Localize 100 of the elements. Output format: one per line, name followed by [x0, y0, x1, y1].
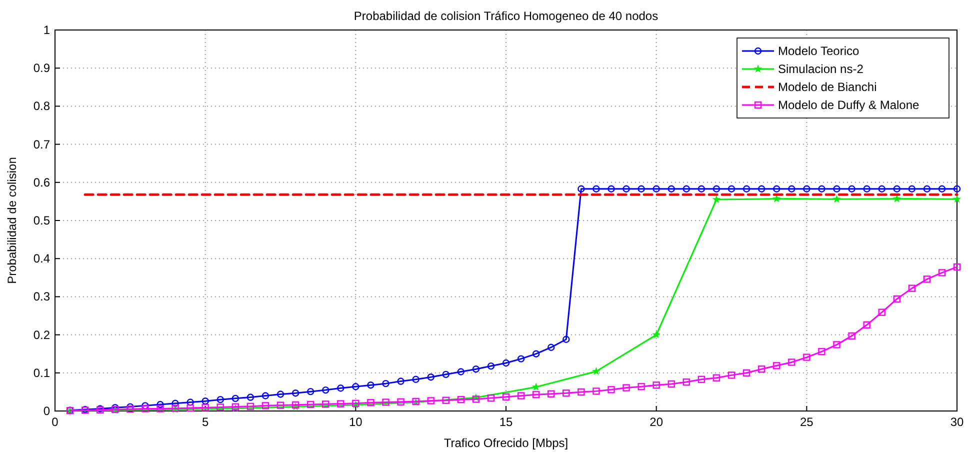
point	[938, 269, 946, 276]
chart-title: Probabilidad de colision Tráfico Homogeneo de 40 nodos	[354, 9, 658, 23]
y-axis-title: Probabilidad de colision	[5, 157, 19, 284]
x-tick-label: 30	[950, 415, 964, 429]
point	[367, 381, 374, 389]
point	[758, 185, 766, 192]
point	[742, 185, 750, 192]
point	[923, 185, 931, 192]
point	[893, 295, 900, 303]
point	[952, 194, 962, 203]
point	[472, 365, 480, 373]
point	[322, 386, 330, 394]
point	[186, 404, 194, 412]
point	[758, 365, 766, 373]
legend-label: Simulacion ns-2	[778, 62, 864, 76]
y-tick-label: 0.6	[33, 175, 50, 190]
point	[562, 336, 570, 343]
point	[682, 185, 690, 192]
x-tick-label: 15	[499, 415, 513, 429]
point	[232, 394, 239, 402]
point	[652, 185, 660, 192]
y-tick-label: 0.7	[33, 137, 50, 152]
point	[382, 398, 390, 406]
point	[592, 185, 600, 192]
point	[832, 194, 841, 203]
point	[502, 393, 510, 401]
point	[276, 390, 284, 398]
legend-label: Modelo de Duffy & Malone	[778, 98, 920, 112]
point	[262, 392, 270, 400]
point	[532, 391, 540, 398]
point	[908, 185, 916, 192]
point	[142, 405, 149, 412]
point	[337, 384, 344, 392]
point	[728, 372, 736, 379]
point	[638, 383, 645, 390]
point	[487, 394, 495, 402]
y-tick-label: 0.8	[33, 99, 50, 114]
point	[276, 402, 284, 409]
point	[532, 350, 540, 358]
point	[457, 396, 464, 404]
point	[427, 373, 434, 381]
y-tick-label: 0.4	[33, 252, 50, 266]
x-tick-label: 25	[800, 415, 814, 429]
point	[172, 400, 179, 407]
point	[938, 185, 946, 192]
point	[893, 185, 900, 192]
x-tick-label: 0	[52, 415, 59, 429]
point	[622, 384, 630, 392]
point	[803, 354, 810, 361]
point	[788, 358, 796, 366]
point	[548, 390, 555, 398]
point	[863, 185, 870, 192]
x-axis-title: Trafico Ofrecido [Mbps]	[444, 436, 568, 450]
point	[878, 185, 886, 192]
point	[306, 400, 314, 408]
y-tick-label: 0.2	[33, 328, 50, 342]
point	[712, 185, 720, 192]
y-tick-label: 0.9	[33, 61, 50, 76]
point	[742, 369, 750, 376]
point	[517, 355, 525, 362]
legend-label: Modelo Teorico	[778, 44, 860, 58]
x-tick-label: 5	[202, 415, 209, 429]
x-tick-label: 20	[650, 415, 664, 429]
point	[622, 185, 630, 192]
point	[502, 359, 510, 367]
point	[337, 400, 344, 408]
point	[156, 400, 164, 408]
point	[773, 185, 780, 192]
y-tick-label: 0.3	[33, 290, 50, 304]
point	[698, 185, 706, 192]
point	[246, 394, 254, 401]
point	[472, 396, 480, 403]
legend-label: Modelo de Bianchi	[778, 80, 877, 94]
x-tick-label: 10	[348, 415, 363, 429]
point	[848, 185, 856, 192]
point	[216, 404, 224, 411]
point	[367, 399, 374, 406]
point	[442, 370, 450, 378]
y-tick-label: 0.1	[33, 366, 50, 380]
point	[442, 396, 450, 404]
point	[848, 332, 856, 340]
point	[578, 388, 585, 396]
point	[246, 402, 254, 410]
point	[833, 341, 840, 348]
point	[878, 308, 886, 316]
point	[668, 380, 675, 388]
point	[608, 185, 615, 192]
point	[562, 389, 570, 397]
point	[788, 185, 796, 192]
point	[773, 362, 780, 370]
point	[682, 378, 690, 386]
point	[712, 195, 721, 204]
point	[397, 378, 404, 385]
point	[953, 263, 961, 271]
point	[216, 396, 224, 404]
point	[652, 381, 660, 389]
point	[397, 398, 404, 406]
point	[352, 383, 360, 390]
y-tick-label: 0	[43, 404, 50, 418]
point	[578, 185, 585, 192]
